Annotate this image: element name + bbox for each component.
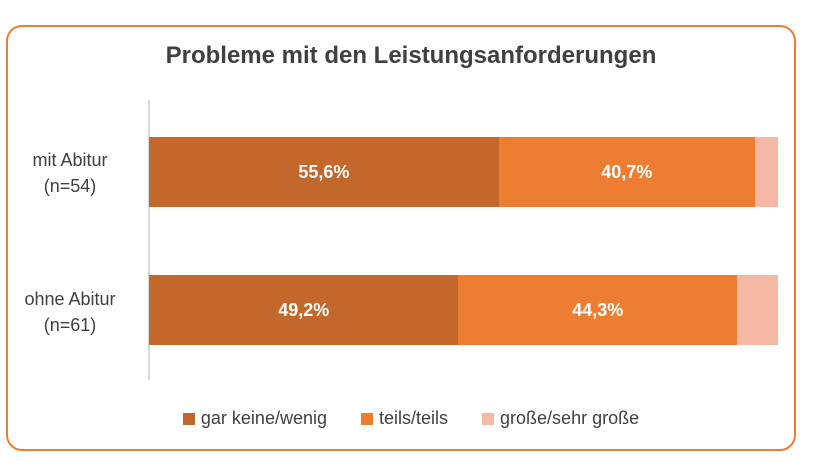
category-label-line1: ohne Abitur [24,289,116,309]
data-label: 49,2% [278,299,330,320]
category-axis-line [148,100,150,380]
legend-swatch [361,412,373,425]
category-label-line2: (n=54) [43,176,97,196]
legend-label: große/sehr große [500,408,640,428]
data-label: 44,3% [572,299,624,320]
bar-mit-abitur: 55,6% 40,7% [149,137,778,207]
bar-ohne-abitur: 49,2% 44,3% [149,275,778,345]
legend-label: gar keine/wenig [200,408,327,428]
legend-item-grosse-sehr-grosse: große/sehr große [482,408,639,429]
bar-segment-gar-keine-wenig: 55,6% [149,137,499,207]
bar-segment-teils-teils: 40,7% [498,137,755,207]
data-label: 55,6% [298,161,350,182]
legend-item-teils-teils: teils/teils [361,408,448,429]
chart-title: Probleme mit den Leistungsanforderungen [165,42,657,69]
legend: gar keine/wenig teils/teils große/sehr g… [0,408,822,429]
bar-segment-gro-e-sehr-gro-e [754,137,778,207]
legend-swatch [182,412,195,425]
bar-segment-gro-e-sehr-gro-e [737,275,778,345]
category-label-line1: mit Abitur [32,150,108,170]
chart-frame [6,25,796,451]
category-label-ohne-abitur: ohne Abitur (n=61) [0,286,140,338]
legend-item-gar-keine-wenig: gar keine/wenig [182,408,327,429]
data-label: 40,7% [601,161,653,182]
category-label-mit-abitur: mit Abitur (n=54) [0,147,140,199]
legend-swatch [482,412,495,425]
bar-segment-teils-teils: 44,3% [458,275,738,345]
category-label-line2: (n=61) [43,315,97,335]
bar-segment-gar-keine-wenig: 49,2% [149,275,459,345]
legend-label: teils/teils [379,408,449,428]
